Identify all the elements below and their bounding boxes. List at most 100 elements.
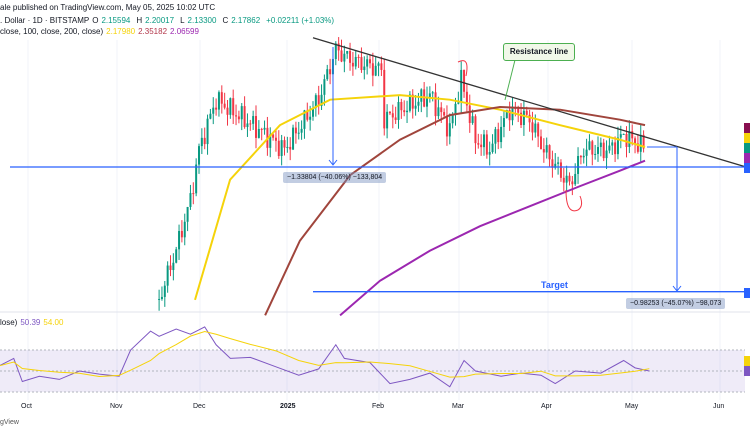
candle-body — [502, 118, 505, 127]
ma50-line — [194, 94, 646, 301]
candle-body — [400, 101, 403, 111]
candle-body — [178, 230, 181, 250]
candle-body — [582, 155, 585, 158]
candle-body — [448, 123, 451, 137]
candle-body — [257, 128, 260, 138]
x-tick-label: 2025 — [280, 403, 296, 410]
candle-body — [485, 134, 488, 155]
candle-body — [397, 101, 400, 120]
candle-body — [380, 63, 383, 70]
candle-body — [195, 164, 198, 194]
ma-legend: close, 100, close, 200, close) 2.17980 2.3… — [0, 27, 199, 36]
candle-body — [309, 116, 312, 120]
x-tick-label: Mar — [452, 403, 465, 410]
ma100-price-tag — [744, 123, 750, 133]
candle-body — [223, 103, 226, 108]
ma50-price-tag — [744, 133, 750, 143]
candle-body — [323, 79, 326, 95]
candle-body — [480, 144, 483, 148]
candle-body — [622, 133, 625, 135]
candle-body — [639, 134, 642, 152]
candle-body — [434, 92, 437, 117]
candle-body — [628, 131, 631, 147]
candle-body — [511, 108, 514, 121]
candle-body — [540, 136, 542, 150]
candles — [158, 37, 645, 311]
candle-body — [636, 143, 639, 152]
resistance-label[interactable]: Resistance line — [503, 43, 575, 61]
rsi-tag — [744, 366, 750, 376]
candle-body — [343, 53, 346, 62]
candle-body — [360, 57, 363, 71]
candle-body — [294, 127, 297, 134]
candle-body — [371, 63, 374, 76]
candle-body — [163, 285, 166, 297]
callout-pointer — [504, 59, 516, 101]
candle-body — [283, 140, 286, 148]
candle-body — [386, 111, 389, 129]
candle-body — [312, 107, 314, 117]
candle-body — [588, 141, 591, 150]
candle-body — [292, 127, 295, 150]
publish-info: ale published on TradingView.com, May 05… — [0, 3, 216, 12]
candle-body — [383, 69, 386, 129]
candle-body — [206, 118, 209, 145]
arrow-head-icon — [672, 285, 682, 292]
candle-body — [505, 109, 508, 119]
candle-body — [460, 69, 463, 103]
candle-body — [274, 137, 277, 141]
candle-body — [237, 116, 240, 120]
candle-body — [525, 110, 528, 115]
candle-body — [545, 145, 548, 153]
bottom-marker-icon — [565, 189, 583, 212]
x-tick-label: Oct — [21, 403, 32, 410]
candle-body — [277, 140, 280, 157]
candle-body — [542, 149, 545, 153]
candle-body — [212, 107, 215, 114]
candle-body — [403, 110, 406, 113]
support-price-tag — [744, 163, 750, 173]
candle-body — [252, 116, 255, 124]
measure-label-2[interactable]: −0.98253 (−45.07%) −98,073 — [626, 298, 726, 309]
candle-body — [226, 107, 229, 115]
candle-body — [474, 116, 477, 144]
candle-body — [537, 123, 540, 137]
rsi-line — [0, 326, 650, 388]
candle-body — [614, 142, 617, 155]
candle-body — [571, 181, 574, 185]
candle-body — [363, 66, 366, 71]
candle-body — [559, 162, 562, 178]
measure-label-1[interactable]: −1.33804 (−40.06%) −133,804 — [283, 172, 387, 183]
candle-body — [471, 116, 474, 123]
candle-body — [497, 129, 500, 143]
candle-body — [394, 117, 397, 120]
candle-body — [303, 110, 306, 129]
candle-body — [477, 143, 480, 145]
candle-body — [437, 107, 440, 117]
resistance-line — [312, 37, 750, 169]
candle-body — [269, 134, 272, 148]
candle-body — [209, 113, 212, 119]
candle-body — [357, 56, 360, 58]
candle-body — [454, 103, 457, 116]
candle-body — [562, 177, 565, 183]
candle-body — [388, 111, 391, 114]
x-tick-label: Dec — [193, 403, 206, 410]
candle-body — [406, 110, 409, 113]
ma200-price-tag — [744, 153, 750, 163]
candle-body — [180, 230, 183, 238]
candle-body — [616, 137, 619, 155]
candle-body — [366, 59, 369, 67]
candle-body — [594, 153, 597, 155]
candle-body — [169, 265, 172, 271]
candle-body — [631, 131, 634, 139]
ma100-line — [264, 105, 646, 316]
candle-body — [340, 50, 343, 62]
candle-body — [300, 128, 303, 133]
candle-body — [500, 126, 503, 143]
x-tick-label: Feb — [372, 403, 385, 410]
candle-body — [297, 132, 300, 134]
candle-body — [232, 98, 235, 116]
candle-body — [306, 110, 309, 120]
